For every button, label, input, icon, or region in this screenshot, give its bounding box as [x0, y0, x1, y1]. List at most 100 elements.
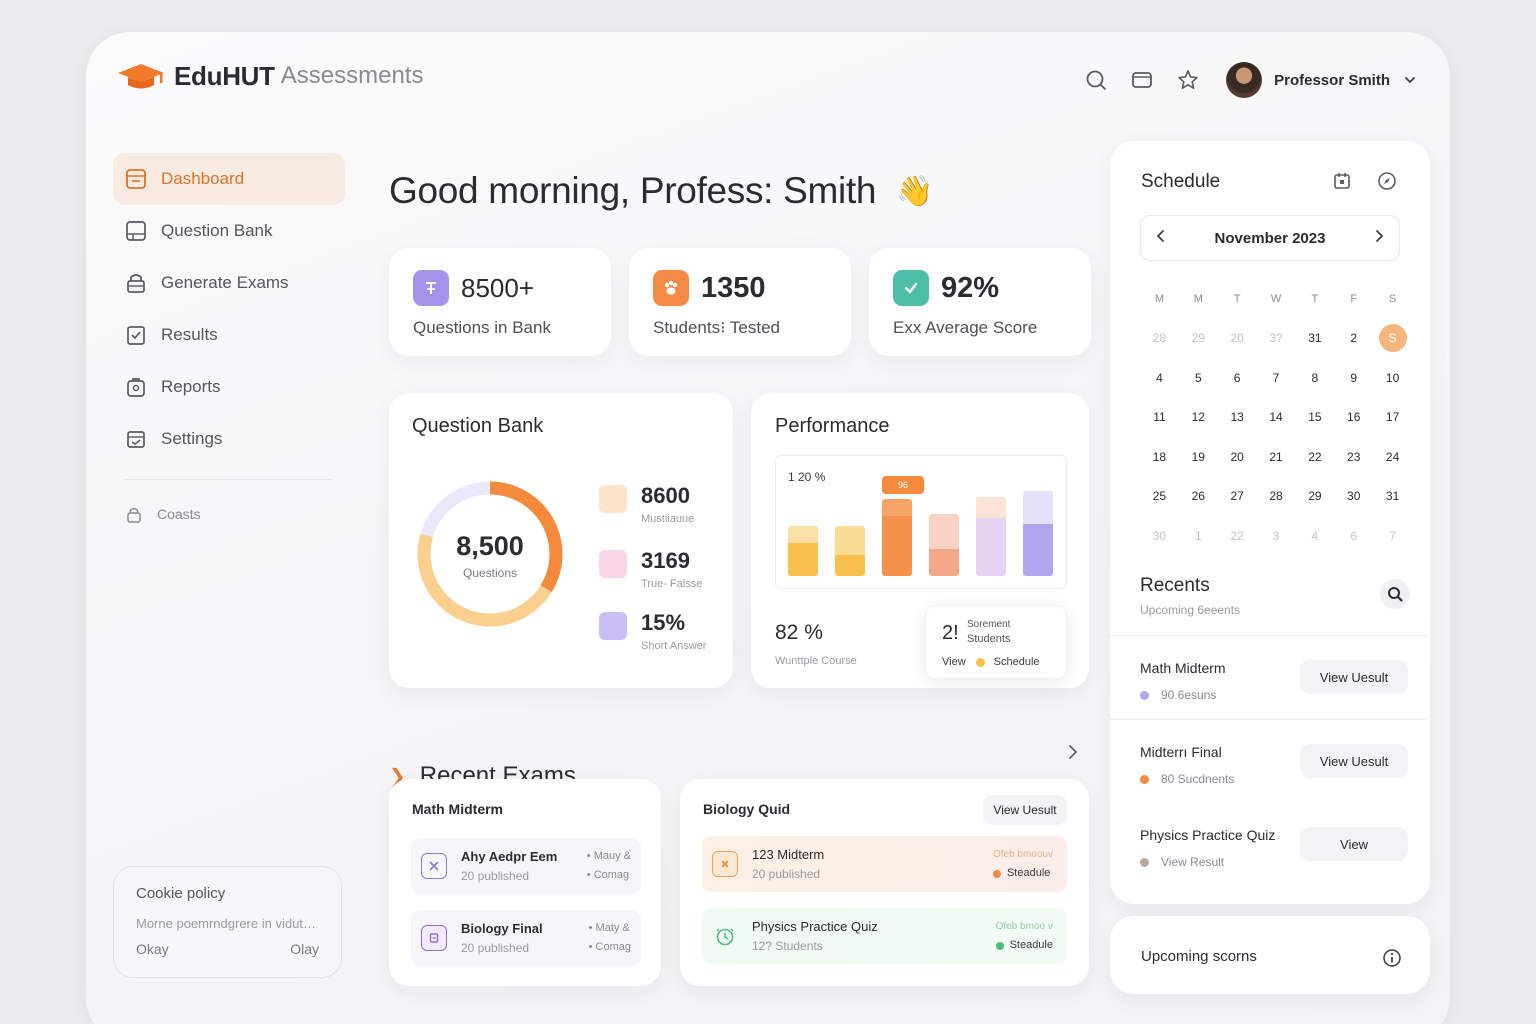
calendar-day[interactable]: 6	[1350, 528, 1358, 543]
performance-bar-top[interactable]	[788, 526, 818, 543]
view-result-button[interactable]: View Uesult	[1300, 744, 1408, 778]
exam-card-math-midterm[interactable]: Math Midterm Ahy Aedpr Eem 20 published •…	[389, 779, 661, 986]
calendar-day[interactable]: 12	[1191, 410, 1205, 425]
calendar-day[interactable]: 24	[1385, 449, 1400, 464]
calendar-day[interactable]: S	[1373, 324, 1412, 353]
calendar-day[interactable]: 22	[1230, 528, 1244, 543]
sidebar-item-question-bank[interactable]: Question Bank	[113, 205, 345, 257]
search-icon[interactable]	[1084, 68, 1108, 92]
cookie-okay-button[interactable]: Okay	[136, 941, 169, 957]
calendar-day[interactable]: 20	[1230, 331, 1244, 346]
calendar-day[interactable]: 23	[1347, 449, 1361, 464]
calendar-day[interactable]: 13	[1230, 410, 1244, 425]
calendar-day[interactable]: 16	[1347, 410, 1361, 425]
view-result-button[interactable]: View Uesult	[983, 795, 1067, 825]
calendar-day[interactable]: 7	[1389, 528, 1396, 543]
stat-card-average[interactable]: 92% Exx Average Score	[869, 248, 1091, 356]
user-name[interactable]: Professor Smith	[1274, 71, 1390, 89]
sidebar-item-generate-exams[interactable]: Generate Exams	[113, 257, 345, 309]
calendar-day[interactable]: 2	[1350, 331, 1358, 346]
calendar-day[interactable]: 22	[1308, 449, 1322, 464]
performance-bar-top[interactable]	[882, 499, 912, 516]
students-popup[interactable]: 2! Sorement Students View Schedule	[925, 605, 1067, 679]
calendar-day[interactable]: 21	[1269, 449, 1283, 464]
calendar-day[interactable]: 28	[1152, 331, 1167, 346]
exam-item[interactable]: Biology Final 20 published • Maty & • Coma…	[411, 910, 641, 966]
calendar-day[interactable]: 25	[1152, 489, 1167, 504]
recent-item[interactable]: Physics Practice Quiz View Result View	[1110, 803, 1428, 887]
performance-bar-top[interactable]	[929, 513, 959, 549]
calendar-day[interactable]: 31	[1308, 331, 1322, 346]
calendar-day[interactable]: 8	[1311, 370, 1319, 385]
performance-bar[interactable]	[788, 542, 818, 576]
performance-bar[interactable]	[976, 517, 1006, 576]
calendar-day[interactable]: 10	[1385, 370, 1400, 385]
calendar-day[interactable]: 31	[1385, 489, 1400, 504]
calendar-day[interactable]: 7	[1272, 370, 1280, 385]
sidebar-item-coasts[interactable]: Coasts	[113, 494, 345, 534]
search-icon[interactable]	[1380, 579, 1410, 609]
avatar[interactable]	[1226, 62, 1263, 98]
calendar-day[interactable]: 9	[1350, 370, 1358, 385]
stat-card-students[interactable]: 1350 Students⁝ Tested	[629, 248, 851, 356]
recent-item[interactable]: Midterrı Final 80 Sucdnents View Uesult	[1110, 719, 1428, 803]
sidebar-item-dashboard[interactable]: Dashboard	[113, 153, 345, 205]
status-dot	[1140, 857, 1149, 867]
calendar-day[interactable]: 20	[1230, 449, 1244, 464]
calendar-day[interactable]: 11	[1153, 410, 1166, 425]
calendar-day[interactable]: 17	[1385, 410, 1400, 425]
calendar-day[interactable]: 30	[1152, 528, 1167, 543]
calendar-day[interactable]: 26	[1191, 489, 1205, 504]
sidebar-item-settings[interactable]: Settings	[113, 413, 345, 465]
star-icon[interactable]	[1176, 68, 1200, 92]
chevron-left-icon[interactable]	[1155, 229, 1167, 248]
calendar-day[interactable]: 30	[1347, 489, 1361, 504]
calendar-day[interactable]: 4	[1156, 370, 1163, 385]
performance-bar[interactable]	[929, 548, 959, 576]
exam-item[interactable]: Physics Practice Quiz 12? Students Ofeb b…	[702, 908, 1067, 964]
calendar-day[interactable]: 3?	[1269, 331, 1283, 346]
calendar-day[interactable]: 5	[1194, 370, 1202, 385]
calendar-month: November 2023	[1214, 229, 1326, 247]
exam-item[interactable]: Ahy Aedpr Eem 20 published • Mauy & • Coma…	[411, 838, 641, 894]
sidebar-item-results[interactable]: Results	[113, 309, 345, 361]
calendar-day[interactable]: 14	[1269, 410, 1283, 425]
info-icon[interactable]	[1382, 948, 1402, 973]
chevron-right-icon[interactable]	[1373, 229, 1385, 248]
popup-schedule-link[interactable]: Schedule	[993, 656, 1040, 668]
calendar-day[interactable]: 27	[1230, 489, 1244, 504]
performance-bar[interactable]	[1023, 524, 1053, 576]
calendar-day[interactable]: 29	[1308, 489, 1322, 504]
popup-view-link[interactable]: View	[942, 656, 966, 668]
calendar-add-icon[interactable]	[1332, 171, 1352, 196]
performance-bar-top[interactable]	[835, 526, 865, 556]
calendar-day[interactable]: 29	[1191, 331, 1205, 346]
cookie-accept-button[interactable]: Olay	[290, 941, 319, 957]
chevron-down-icon[interactable]	[1398, 68, 1422, 92]
window-icon[interactable]	[1130, 68, 1154, 92]
recent-item[interactable]: Math Midterm 90 6esuns View Uesult	[1110, 635, 1428, 719]
sidebar-item-reports[interactable]: Reports	[113, 361, 345, 413]
performance-bar-top[interactable]	[976, 496, 1006, 518]
exam-card-biology-quid[interactable]: Biology Quid View Uesult 123 Midterm 20 p…	[680, 779, 1089, 986]
exam-item[interactable]: 123 Midterm 20 published Ofeb bmoouv Stea…	[702, 836, 1067, 892]
calendar-day[interactable]: 1	[1194, 528, 1202, 543]
view-button[interactable]: View	[1300, 827, 1408, 861]
logo[interactable]: EduHUT Assessments	[116, 58, 423, 94]
performance-bar-top[interactable]	[1023, 490, 1053, 524]
compass-icon[interactable]	[1377, 171, 1397, 196]
upcoming-scores-card[interactable]: Upcoming scorns	[1110, 916, 1430, 994]
calendar-day[interactable]: 6	[1233, 370, 1241, 385]
calendar-day[interactable]: 28	[1269, 489, 1283, 504]
calendar-day[interactable]: 19	[1191, 449, 1205, 464]
view-result-button[interactable]: View Uesult	[1300, 660, 1408, 694]
stat-card-questions[interactable]: 8500+ Questions in Bank	[389, 248, 611, 356]
calendar-day[interactable]: 18	[1152, 449, 1167, 464]
performance-bar[interactable]	[882, 515, 912, 576]
calendar-day[interactable]: 4	[1311, 528, 1319, 543]
performance-bar[interactable]	[835, 555, 865, 576]
calendar-day[interactable]: 15	[1308, 410, 1322, 425]
calendar-day[interactable]: 3	[1272, 528, 1280, 543]
chevron-right-icon[interactable]	[1066, 744, 1080, 765]
